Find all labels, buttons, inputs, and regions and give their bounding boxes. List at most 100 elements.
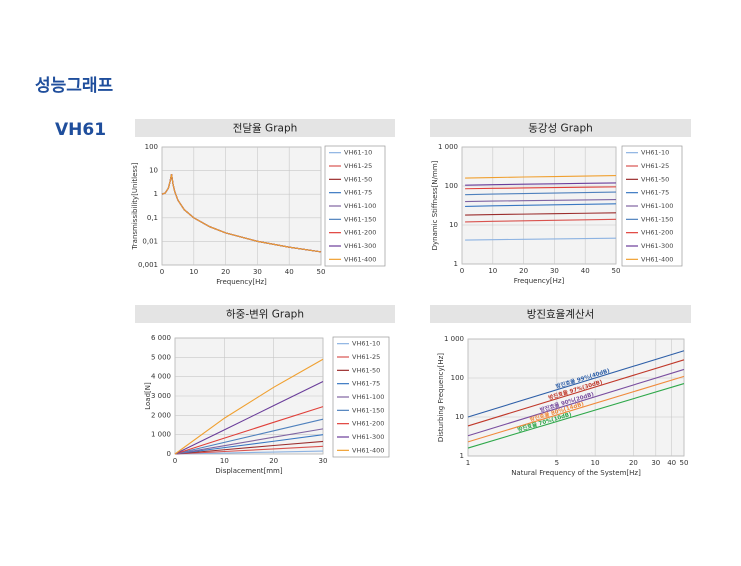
x-tick-label: 0	[160, 268, 164, 276]
y-tick-label: 100	[445, 182, 458, 190]
y-tick-label: 100	[451, 374, 464, 382]
series-line	[161, 174, 322, 253]
series-line	[467, 375, 685, 443]
legend-label: VH61-200	[344, 229, 376, 237]
x-tick-label: 10	[488, 267, 497, 275]
y-tick-label: 1	[154, 190, 158, 198]
y-tick-label: 2 000	[151, 411, 171, 419]
x-tick-label: 50	[317, 268, 326, 276]
y-tick-label: 4 000	[151, 373, 171, 381]
legend-label: VH61-150	[641, 215, 673, 223]
y-tick-label: 10	[149, 167, 158, 175]
x-tick-label: 10	[591, 459, 600, 467]
series-line	[174, 418, 324, 455]
chart-title: 방진효율계산서	[527, 309, 595, 321]
legend-label: VH61-10	[352, 340, 380, 348]
series-line	[465, 203, 617, 207]
y-tick-label: 10	[455, 413, 464, 421]
x-tick-label: 30	[253, 268, 262, 276]
y-tick-label: 1 000	[438, 143, 458, 151]
legend-label: VH61-10	[641, 149, 669, 157]
chart-title: 전달율 Graph	[233, 123, 298, 135]
series-line	[174, 381, 324, 455]
x-tick-label: 0	[173, 457, 177, 465]
series-line	[174, 440, 324, 455]
legend-label: VH61-25	[352, 353, 380, 361]
x-tick-label: 20	[629, 459, 638, 467]
x-tick-label: 20	[519, 267, 528, 275]
legend-label: VH61-150	[352, 406, 384, 414]
legend-label: VH61-50	[641, 175, 669, 183]
series-line	[465, 191, 617, 196]
y-axis-label: Transmissibility[Unitless]	[131, 162, 139, 250]
plot-area	[161, 146, 322, 266]
series-line	[465, 212, 617, 216]
legend-label: VH61-50	[352, 366, 380, 374]
series-line	[174, 406, 324, 455]
series-line	[465, 182, 617, 186]
x-tick-label: 40	[667, 459, 676, 467]
legend-label: VH61-100	[344, 202, 376, 210]
x-tick-label: 10	[220, 457, 229, 465]
x-tick-label: 20	[221, 268, 230, 276]
series-line	[465, 237, 617, 241]
y-tick-label: 1 000	[444, 335, 464, 343]
x-axis-label: Displacement[mm]	[215, 467, 282, 475]
legend-label: VH61-100	[352, 393, 384, 401]
series-line	[465, 218, 617, 223]
y-tick-label: 6 000	[151, 334, 171, 342]
y-tick-label: 0,01	[142, 237, 158, 245]
y-tick-label: 1	[454, 260, 458, 268]
legend-label: VH61-200	[641, 229, 673, 237]
x-axis-label: Frequency[Hz]	[216, 278, 267, 286]
x-tick-label: 30	[319, 457, 328, 465]
x-tick-label: 0	[460, 267, 464, 275]
legend-label: VH61-75	[344, 189, 372, 197]
series-line	[465, 175, 617, 179]
x-tick-label: 5	[555, 459, 559, 467]
y-tick-label: 10	[449, 221, 458, 229]
x-tick-label: 40	[285, 268, 294, 276]
series-line	[174, 445, 324, 455]
legend-label: VH61-25	[344, 162, 372, 170]
model-name: VH61	[55, 120, 106, 140]
y-tick-label: 0,1	[147, 214, 158, 222]
x-tick-label: 50	[680, 459, 689, 467]
x-axis-label: Frequency[Hz]	[514, 277, 565, 285]
series-line	[467, 350, 685, 418]
x-tick-label: 40	[581, 267, 590, 275]
y-tick-label: 0,001	[138, 261, 158, 269]
chart-title: 하중-변위 Graph	[226, 308, 304, 321]
y-tick-label: 5 000	[151, 353, 171, 361]
legend-label: VH61-300	[352, 433, 384, 441]
x-tick-label: 30	[550, 267, 559, 275]
chart-title: 동강성 Graph	[528, 123, 593, 135]
x-tick-label: 1	[466, 459, 470, 467]
y-tick-label: 1	[460, 452, 464, 460]
chart-header	[135, 119, 395, 137]
legend-label: VH61-150	[344, 215, 376, 223]
legend-label: VH61-200	[352, 420, 384, 428]
y-tick-label: 3 000	[151, 392, 171, 400]
legend-label: VH61-400	[352, 446, 384, 454]
legend-label: VH61-400	[344, 255, 376, 263]
y-tick-label: 100	[145, 143, 158, 151]
series-line	[465, 186, 617, 190]
page-title: 성능그래프	[35, 76, 114, 96]
series-line	[465, 198, 617, 203]
legend-label: VH61-400	[641, 255, 673, 263]
chart-header	[430, 119, 691, 137]
legend-label: VH61-10	[344, 149, 372, 157]
x-axis-label: Natural Frequency of the System[Hz]	[511, 469, 641, 477]
legend-label: VH61-75	[641, 189, 669, 197]
series-line	[467, 383, 685, 449]
y-axis-label: Load[N]	[144, 382, 152, 410]
chart-header	[430, 305, 691, 323]
y-tick-label: 0	[167, 450, 171, 458]
legend-label: VH61-300	[344, 242, 376, 250]
legend-label: VH61-300	[641, 242, 673, 250]
legend-label: VH61-100	[641, 202, 673, 210]
series-line	[174, 434, 324, 455]
series-line	[467, 368, 685, 437]
